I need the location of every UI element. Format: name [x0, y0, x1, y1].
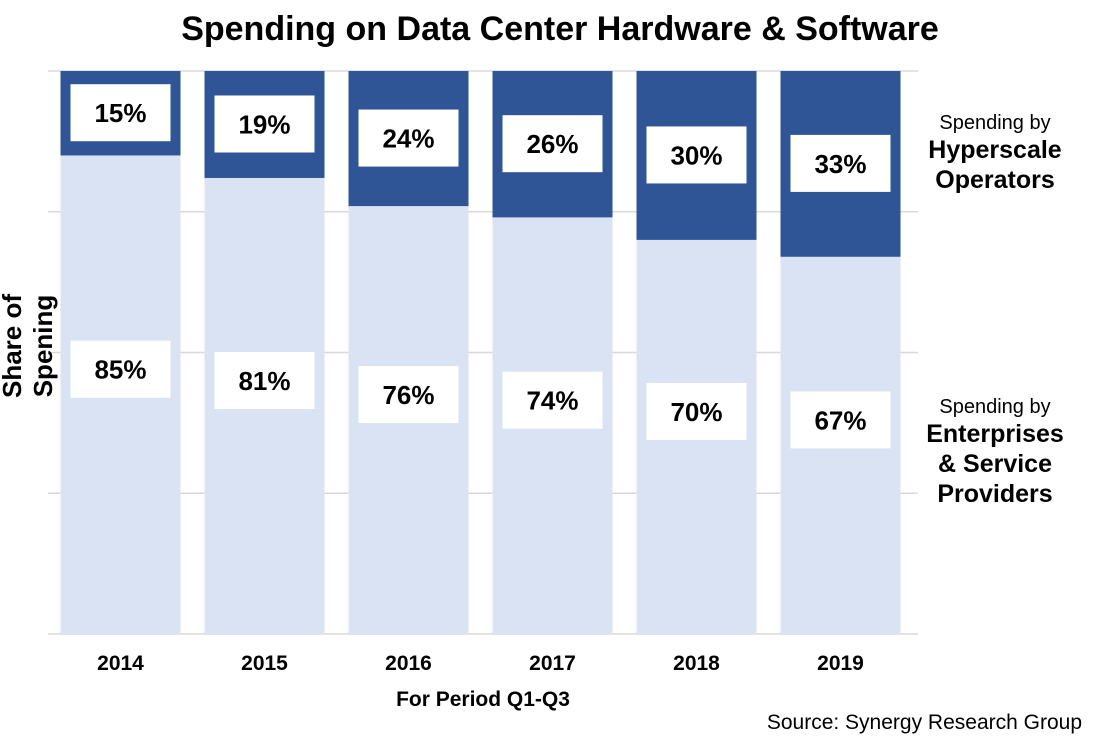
data-label-enterprise: 76% [382, 380, 434, 410]
data-label-hyperscale-box [214, 95, 315, 153]
data-label-enterprise: 70% [670, 397, 722, 427]
legend-enterprise-line3: Providers [937, 480, 1053, 508]
data-label-enterprise: 85% [94, 355, 146, 385]
x-tick-label: 2014 [97, 652, 144, 675]
x-axis-label: For Period Q1-Q3 [396, 688, 570, 711]
data-label-enterprise-box [358, 366, 459, 424]
legend-enterprise-line1: Enterprises [926, 420, 1064, 448]
data-label-hyperscale-box [70, 84, 171, 142]
data-label-enterprise-box [502, 371, 603, 429]
data-label-hyperscale: 24% [382, 124, 434, 154]
data-label-enterprise: 81% [238, 366, 290, 396]
data-label-hyperscale: 15% [94, 98, 146, 128]
data-label-hyperscale: 33% [814, 149, 866, 179]
x-tick-label: 2016 [385, 652, 432, 675]
x-tick-label: 2018 [673, 652, 720, 675]
y-axis-label: Share of Spening [0, 293, 58, 399]
legend-enterprise-prefix: Spending by [939, 396, 1051, 418]
legend-enterprise: Spending by Enterprises & Service Provid… [910, 396, 1080, 509]
data-label-hyperscale-box [790, 134, 891, 192]
legend-hyperscale-prefix: Spending by [939, 112, 1051, 134]
data-label-hyperscale: 19% [238, 109, 290, 139]
data-label-hyperscale-box [358, 109, 459, 167]
x-tick-label: 2015 [241, 652, 288, 675]
data-label-enterprise: 67% [814, 405, 866, 435]
data-label-enterprise-box [70, 340, 171, 398]
x-tick-label: 2017 [529, 652, 576, 675]
legend-hyperscale: Spending by Hyperscale Operators [910, 112, 1080, 195]
legend-enterprise-line2: & Service [938, 450, 1052, 478]
chart-title: Spending on Data Center Hardware & Softw… [181, 10, 939, 48]
data-label-hyperscale-box [646, 126, 747, 184]
data-label-enterprise: 74% [526, 386, 578, 416]
x-tick-label: 2019 [817, 652, 864, 675]
data-label-hyperscale: 26% [526, 129, 578, 159]
data-label-hyperscale-box [502, 115, 603, 173]
legend-hyperscale-line2: Operators [935, 166, 1055, 194]
source-note: Source: Synergy Research Group [766, 711, 1082, 734]
legend-hyperscale-line1: Hyperscale [928, 136, 1062, 164]
data-label-enterprise-box [214, 351, 315, 409]
data-label-enterprise-box [646, 382, 747, 440]
data-label-enterprise-box [790, 391, 891, 449]
data-label-hyperscale: 30% [670, 140, 722, 170]
